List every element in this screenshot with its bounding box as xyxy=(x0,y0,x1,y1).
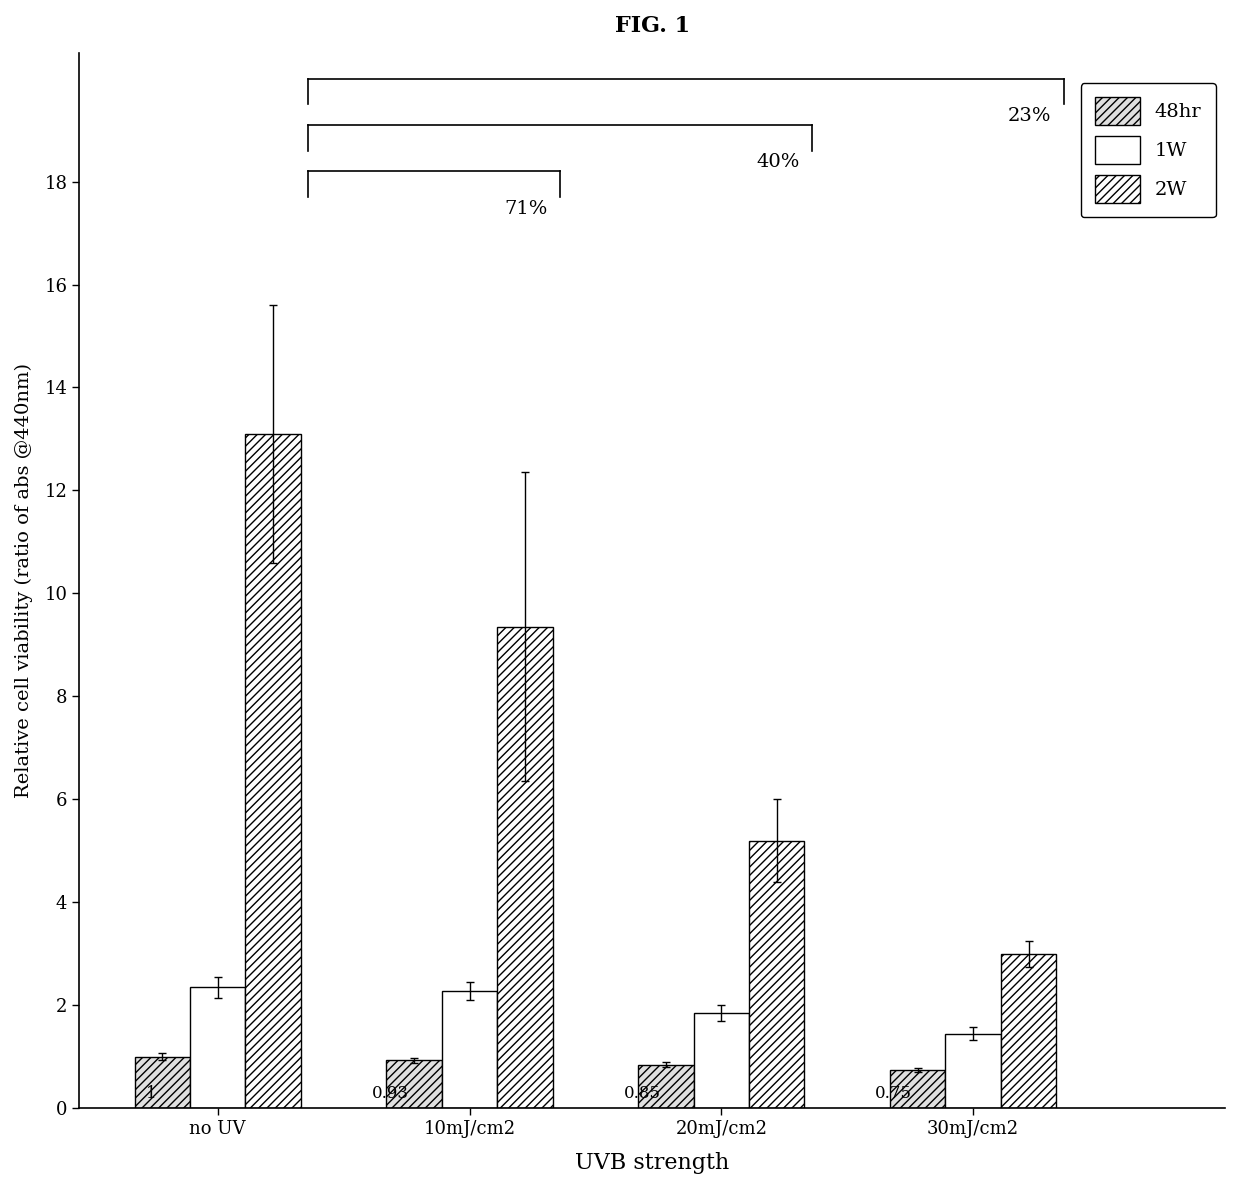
Bar xyxy=(190,987,246,1108)
Bar xyxy=(749,841,805,1108)
Bar xyxy=(441,990,497,1108)
Bar xyxy=(945,1033,1001,1108)
Bar xyxy=(1001,954,1056,1108)
Bar xyxy=(135,1057,190,1108)
Text: 23%: 23% xyxy=(1008,107,1052,125)
Text: 0.85: 0.85 xyxy=(624,1086,661,1102)
Text: 40%: 40% xyxy=(756,153,800,171)
Bar xyxy=(693,1013,749,1108)
Title: FIG. 1: FIG. 1 xyxy=(615,15,689,37)
Bar xyxy=(387,1061,441,1108)
Bar xyxy=(246,434,301,1108)
Y-axis label: Relative cell viability (ratio of abs @440nm): Relative cell viability (ratio of abs @4… xyxy=(15,363,33,798)
Text: 0.75: 0.75 xyxy=(875,1086,913,1102)
Bar xyxy=(639,1064,693,1108)
Text: 1: 1 xyxy=(146,1086,156,1102)
Text: 0.93: 0.93 xyxy=(372,1086,408,1102)
X-axis label: UVB strength: UVB strength xyxy=(575,1152,729,1174)
Bar xyxy=(890,1070,945,1108)
Bar xyxy=(497,627,553,1108)
Text: 71%: 71% xyxy=(505,200,548,218)
Legend: 48hr, 1W, 2W: 48hr, 1W, 2W xyxy=(1081,83,1216,218)
